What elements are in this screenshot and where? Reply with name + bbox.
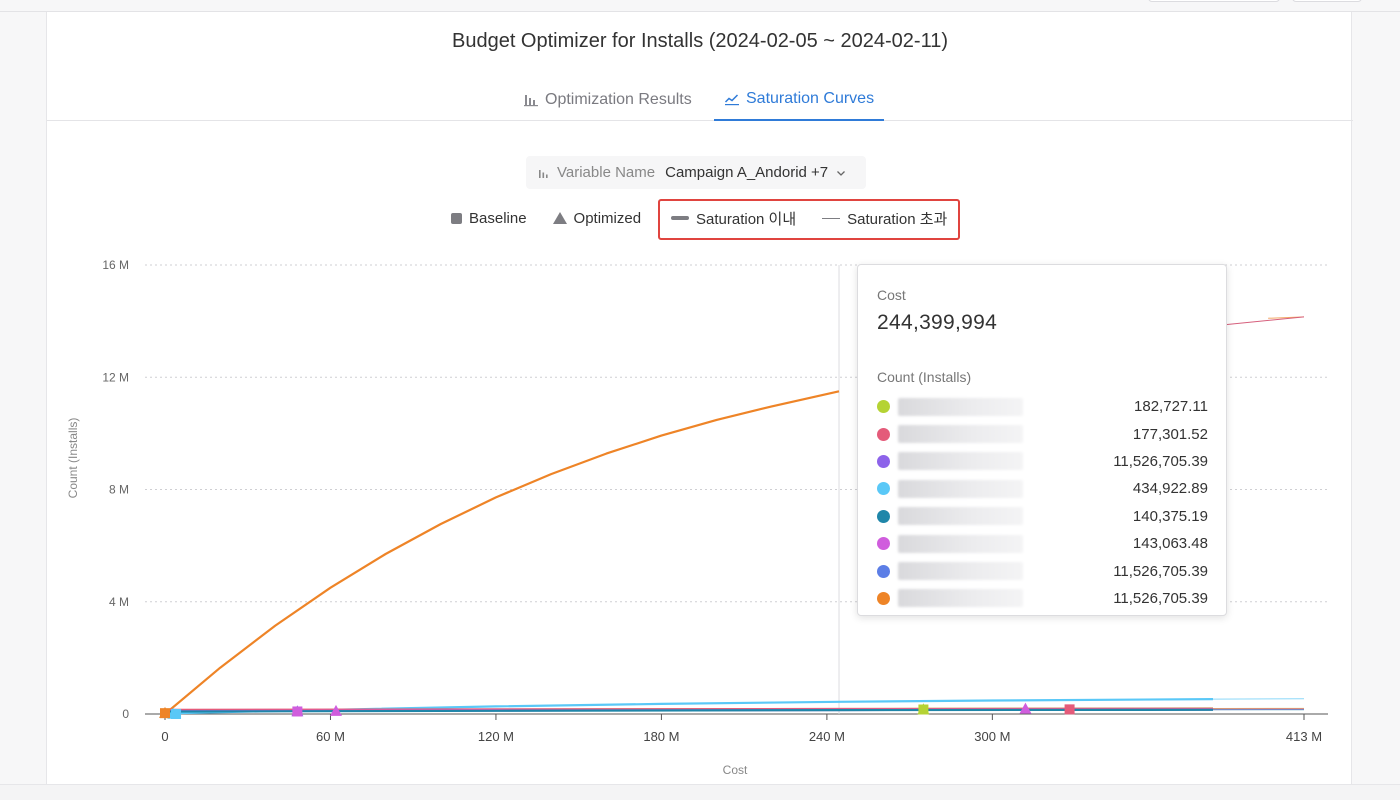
series-line	[164, 390, 840, 715]
baseline-marker	[1064, 704, 1075, 715]
redacted-series-name	[898, 452, 1023, 471]
tooltip-row-value: 11,526,705.39	[1113, 452, 1208, 470]
x-tick-label: 0	[161, 729, 168, 744]
x-tick-label: 120 M	[478, 729, 514, 744]
tooltip-rows: 182,727.11 177,301.52 11,526,705.39 434,922…	[877, 393, 1208, 612]
square-marker-icon	[451, 212, 462, 224]
legend-label: Optimized	[573, 209, 642, 227]
baseline-marker	[171, 709, 182, 719]
tooltip-row-value: 11,526,705.39	[1113, 589, 1208, 607]
tab-saturation-curves[interactable]: Saturation Curves	[714, 78, 885, 121]
tooltip-row: 177,301.52	[877, 420, 1208, 447]
chevron-down-icon	[837, 170, 846, 176]
bar-chart-icon	[524, 94, 538, 106]
x-tick-label: 240 M	[809, 729, 845, 744]
tooltip-row: 11,526,705.39	[877, 448, 1208, 475]
tooltip-row-value: 434,922.89	[1132, 480, 1208, 498]
bottom-strip	[0, 784, 1400, 800]
thick-line-icon	[671, 216, 689, 220]
tooltip-row: 11,526,705.39	[877, 557, 1208, 584]
triangle-marker-icon	[552, 212, 567, 224]
x-tick-label: 300 M	[974, 729, 1010, 744]
y-tick-label: 0	[122, 707, 129, 721]
baseline-marker	[292, 706, 303, 717]
x-tick-label: 413 M	[1286, 729, 1322, 744]
tab-label: Optimization Results	[545, 90, 692, 108]
chart-tooltip: Cost 244,399,994 Count (Installs) 182,72…	[857, 264, 1227, 616]
legend-baseline[interactable]: Baseline	[451, 210, 527, 227]
bar-chart-small-icon	[539, 169, 548, 178]
series-color-dot	[877, 454, 890, 468]
x-tick-label: 180 M	[643, 729, 679, 744]
legend-saturation-within[interactable]: Saturation 이내	[671, 208, 796, 229]
chart-legend-markers: Baseline Optimized	[451, 202, 641, 234]
tooltip-row: 182,727.11	[877, 393, 1208, 420]
series-color-dot	[877, 537, 890, 551]
tooltip-row-value: 143,063.48	[1132, 535, 1208, 553]
redacted-series-name	[898, 507, 1023, 526]
series-color-dot	[877, 482, 890, 496]
x-tick-label: 60 M	[316, 729, 345, 744]
y-tick-label: 4 M	[109, 595, 129, 609]
redacted-series-name	[898, 589, 1023, 608]
legend-highlight-box	[658, 199, 960, 240]
tab-label: Saturation Curves	[746, 89, 875, 107]
page-title: Budget Optimizer for Installs (2024-02-0…	[451, 30, 948, 52]
tooltip-row: 140,375.19	[877, 503, 1208, 530]
tooltip-row: 434,922.89	[877, 475, 1208, 502]
variable-name-label: Variable Name	[557, 164, 656, 181]
redacted-series-name	[898, 425, 1023, 444]
series-color-dot	[877, 427, 890, 441]
x-axis-label: Cost	[723, 763, 748, 777]
legend-label: Saturation 초과	[847, 210, 948, 228]
tooltip-cost-value: 244,399,994	[877, 311, 998, 334]
redacted-series-name	[898, 397, 1023, 416]
variable-name-value: Campaign A_Andorid +7	[665, 164, 829, 181]
baseline-marker	[160, 708, 170, 719]
optimizer-card: Budget Optimizer for Installs (2024-02-0…	[46, 12, 1353, 784]
top-strip	[0, 0, 1400, 12]
legend-label: Saturation 이내	[696, 210, 797, 228]
tooltip-row-value: 177,301.52	[1132, 425, 1208, 443]
y-tick-label: 12 M	[102, 370, 129, 384]
chart-legend-lines: Saturation 이내 Saturation 초과	[671, 202, 947, 234]
series-color-dot	[877, 564, 890, 578]
legend-saturation-exceeded[interactable]: Saturation 초과	[822, 208, 947, 229]
tooltip-row: 143,063.48	[877, 530, 1208, 557]
variable-name-select[interactable]: Variable Name Campaign A_Andorid +7	[526, 156, 866, 189]
series-color-dot	[877, 591, 890, 605]
y-tick-label: 16 M	[102, 258, 129, 272]
tooltip-row: 11,526,705.39	[877, 585, 1208, 612]
series-color-dot	[877, 509, 890, 523]
legend-label: Baseline	[469, 209, 527, 227]
redacted-series-name	[898, 562, 1023, 581]
top-control[interactable]	[1148, 0, 1280, 2]
tab-bar: Optimization Results Saturation Curves	[47, 78, 1353, 121]
top-control-2[interactable]	[1292, 0, 1362, 2]
thin-line-icon	[822, 217, 841, 219]
line-chart-icon	[724, 93, 739, 105]
redacted-series-name	[898, 479, 1023, 498]
baseline-marker	[918, 704, 929, 715]
legend-optimized[interactable]: Optimized	[552, 209, 642, 227]
optimized-marker	[1019, 702, 1032, 714]
redacted-series-name	[898, 534, 1023, 553]
tooltip-row-value: 140,375.19	[1132, 507, 1208, 525]
tab-optimization-results[interactable]: Optimization Results	[523, 78, 692, 121]
tooltip-row-value: 182,727.11	[1134, 398, 1208, 416]
tooltip-row-value: 11,526,705.39	[1113, 562, 1208, 580]
y-axis-label: Count (Installs)	[66, 418, 80, 499]
tooltip-count-label: Count (Installs)	[877, 369, 972, 385]
tooltip-cost-label: Cost	[877, 287, 906, 303]
optimized-marker	[329, 704, 342, 716]
series-color-dot	[877, 400, 890, 414]
y-tick-label: 8 M	[109, 483, 129, 497]
